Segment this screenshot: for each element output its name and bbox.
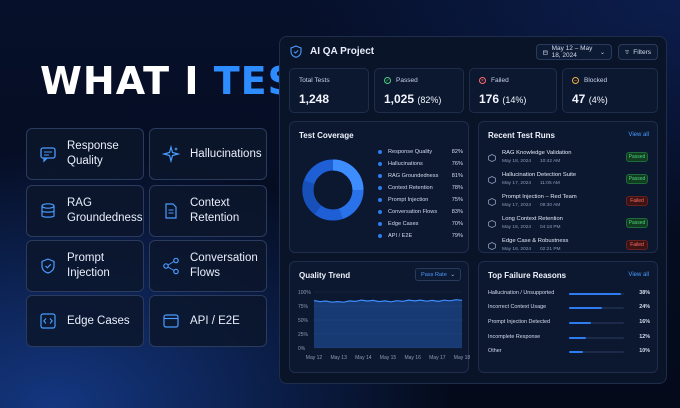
failure-row: Other 10%	[488, 348, 650, 354]
category-prompt-injection: Prompt Injection	[26, 240, 144, 292]
database-icon	[41, 203, 55, 218]
check-circle-icon: ✓	[384, 77, 391, 84]
coverage-item: API / E2E 79%	[378, 233, 463, 239]
y-tick-label: 50%	[298, 318, 309, 324]
cube-icon	[488, 242, 496, 250]
category-hallucinations: Hallucinations	[149, 128, 267, 180]
trend-chart: 100% 75% 50% 25% 0%May 12 May 13 May 14 May 15 M…	[298, 290, 470, 361]
quality-trend-card: Quality Trend Pass Rate ⌄ 100% 75% 50% 25% 0…	[289, 261, 470, 373]
category-context-retention: Context Retention	[149, 185, 267, 237]
coverage-item: Edge Cases 70%	[378, 221, 463, 227]
y-tick-label: 0%	[298, 346, 306, 352]
test-run-row[interactable]: Edge Case & Robustness May 16, 2024 02:2…	[488, 238, 648, 252]
runs-view-all-link[interactable]: View all	[628, 132, 649, 138]
failures-title: Top Failure Reasons	[488, 271, 567, 280]
test-run-row[interactable]: Hallucination Detection Suite May 17, 20…	[488, 172, 648, 192]
test-coverage-card: Test Coverage Response Quality 82% Halluc…	[289, 121, 469, 253]
failure-bar	[569, 337, 586, 339]
chevron-down-icon: ⌄	[450, 271, 455, 278]
chevron-down-icon: ⌄	[599, 49, 605, 56]
y-tick-label: 25%	[298, 332, 309, 338]
failure-bar	[569, 293, 622, 295]
category-rag-groundedness: RAG Groundedness	[26, 185, 144, 237]
document-icon	[165, 203, 177, 219]
runs-title: Recent Test Runs	[488, 131, 555, 140]
failure-row: Incorrect Context Usage 24%	[488, 304, 650, 310]
category-conversation-flows: Conversation Flows	[149, 240, 267, 292]
failure-row: Incomplete Response 12%	[488, 334, 650, 340]
category-api-e2e: API / E2E	[149, 295, 267, 347]
x-tick-label: May 18	[454, 355, 470, 361]
failure-bar	[569, 351, 583, 353]
trend-area	[314, 299, 462, 348]
failure-reasons-card: Top Failure Reasons View all Hallucinati…	[478, 261, 658, 373]
test-run-row[interactable]: Long Context Retention May 16, 2024 04:1…	[488, 216, 648, 236]
minus-circle-icon: –	[572, 77, 579, 84]
coverage-item: Conversation Flows 83%	[378, 209, 463, 215]
failure-bar	[569, 322, 591, 324]
project-title: AI QA Project	[310, 46, 375, 57]
coverage-item: Context Retention 78%	[378, 185, 463, 191]
stat-total-tests: Total Tests 1,248	[289, 68, 369, 113]
cube-icon	[488, 176, 496, 184]
project-header: AI QA Project	[290, 45, 374, 58]
cube-icon	[488, 220, 496, 228]
chat-icon	[40, 147, 56, 163]
trend-line	[313, 299, 463, 303]
failure-row: Prompt Injection Detected 16%	[488, 319, 650, 325]
coverage-item: RAG Groundedness 81%	[378, 173, 463, 179]
status-badge: Failed	[626, 196, 648, 206]
y-tick-label: 75%	[298, 304, 309, 310]
category-edge-cases: Edge Cases	[26, 295, 144, 347]
x-tick-label: May 15	[380, 355, 397, 361]
coverage-item: Hallucinations 76%	[378, 161, 463, 167]
sparkle-icon	[162, 145, 180, 163]
calendar-icon	[543, 50, 548, 55]
failure-bar	[569, 307, 602, 309]
dashboard-panel: AI QA Project May 12 – May 18, 2024 ⌄ Fi…	[279, 36, 667, 384]
stat-passed: ✓ Passed 1,025 (82%)	[374, 68, 464, 113]
shield-icon	[290, 45, 302, 58]
x-tick-label: May 16	[404, 355, 421, 361]
category-response-quality: Response Quality	[26, 128, 144, 180]
failure-row: Hallucination / Unsupported 38%	[488, 290, 650, 296]
metric-select[interactable]: Pass Rate ⌄	[415, 268, 461, 281]
coverage-donut	[302, 159, 364, 221]
x-tick-label: May 17	[429, 355, 446, 361]
filters-button[interactable]: Filters	[618, 44, 658, 60]
y-tick-label: 100%	[298, 290, 311, 296]
coverage-title: Test Coverage	[299, 131, 354, 140]
recent-runs-card: Recent Test Runs View all RAG Knowledge …	[478, 121, 658, 253]
x-circle-icon: ×	[479, 77, 486, 84]
status-badge: Passed	[626, 218, 648, 228]
shield-icon	[41, 258, 55, 274]
status-badge: Passed	[626, 152, 648, 162]
flow-icon	[163, 257, 179, 275]
cube-icon	[488, 198, 496, 206]
x-tick-label: May 12	[306, 355, 323, 361]
failures-view-all-link[interactable]: View all	[628, 272, 649, 278]
coverage-item: Prompt Injection 75%	[378, 197, 463, 203]
coverage-item: Response Quality 82%	[378, 149, 463, 155]
test-run-row[interactable]: RAG Knowledge Validation May 18, 2024 10…	[488, 150, 648, 170]
window-icon	[163, 314, 179, 328]
trend-title: Quality Trend	[299, 271, 351, 280]
test-run-row[interactable]: Prompt Injection – Red Team May 17, 2024…	[488, 194, 648, 214]
stat-blocked: – Blocked 47 (4%)	[562, 68, 658, 113]
status-badge: Passed	[626, 174, 648, 184]
x-tick-label: May 14	[355, 355, 372, 361]
cube-icon	[488, 154, 496, 162]
x-tick-label: May 13	[330, 355, 347, 361]
date-range-picker[interactable]: May 12 – May 18, 2024 ⌄	[536, 44, 612, 60]
code-icon	[40, 313, 56, 329]
status-badge: Failed	[626, 240, 648, 250]
filter-icon	[625, 50, 630, 54]
stat-failed: × Failed 176 (14%)	[469, 68, 557, 113]
